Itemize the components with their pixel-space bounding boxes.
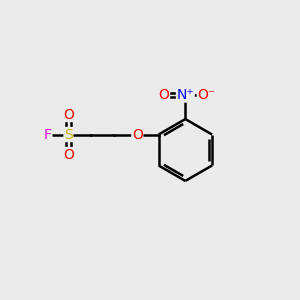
Text: S: S — [64, 128, 73, 142]
Text: O: O — [132, 128, 143, 142]
Text: O: O — [63, 148, 74, 162]
Text: N⁺: N⁺ — [176, 88, 194, 102]
Text: O⁻: O⁻ — [197, 88, 216, 102]
Text: F: F — [44, 128, 52, 142]
Text: O: O — [63, 107, 74, 122]
Text: O: O — [159, 88, 170, 102]
